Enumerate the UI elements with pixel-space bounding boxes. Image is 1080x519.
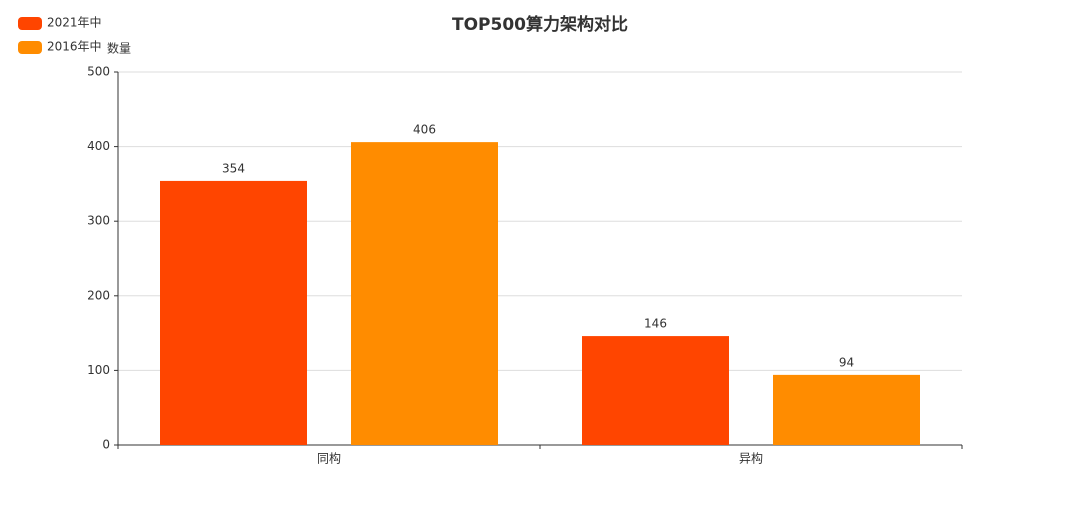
y-tick-label: 400 (87, 139, 110, 153)
x-tick-label: 异构 (739, 451, 763, 466)
chart-title: TOP500算力架构对比 (452, 14, 628, 35)
data-label: 94 (839, 355, 854, 369)
bar (582, 336, 729, 445)
bar (773, 374, 920, 445)
data-label: 146 (644, 317, 667, 331)
legend-label: 2021年中 (47, 15, 102, 30)
y-tick-label: 300 (87, 214, 110, 228)
y-axis-label: 数量 (107, 41, 131, 56)
bar (351, 142, 498, 445)
y-tick-label: 100 (87, 363, 110, 377)
legend-swatch (18, 41, 42, 54)
legend-label: 2016年中 (47, 39, 102, 54)
y-tick-label: 0 (102, 438, 110, 452)
data-label: 354 (222, 161, 245, 175)
bar (160, 180, 307, 445)
y-tick-label: 500 (87, 65, 110, 79)
data-label: 406 (413, 123, 436, 137)
x-tick-label: 同构 (317, 451, 341, 466)
legend-swatch (18, 17, 42, 30)
y-tick-label: 200 (87, 288, 110, 302)
